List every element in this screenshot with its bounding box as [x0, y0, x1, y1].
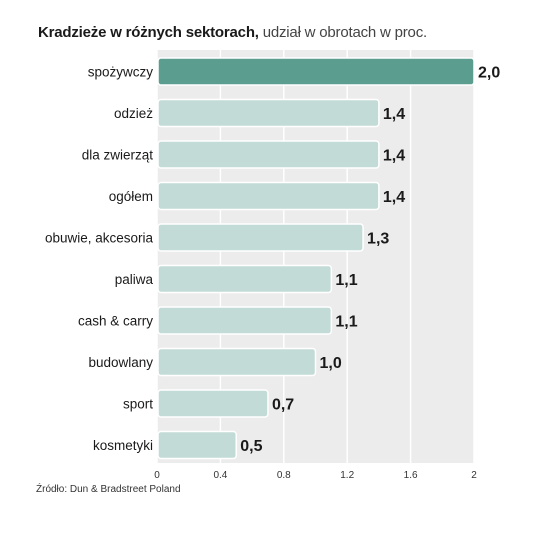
bar-2	[157, 140, 380, 169]
value-label-2: 1,4	[383, 148, 405, 165]
chart-title-subtitle: udział w obrotach w proc.	[258, 24, 427, 41]
bar-8	[157, 389, 269, 418]
category-label-6: cash & carry	[78, 314, 153, 329]
bar-7	[157, 347, 317, 377]
category-label-2: dla zwierząt	[82, 148, 154, 163]
value-label-4: 1,3	[367, 231, 389, 248]
chart-title-bold: Kradzieże w różnych sektorach,	[38, 24, 259, 41]
x-tick-label-0: 0	[154, 470, 160, 481]
bar-4	[157, 223, 364, 252]
value-label-5: 1,1	[335, 272, 357, 289]
value-label-3: 1,4	[383, 189, 405, 206]
category-label-4: obuwie, akcesoria	[45, 231, 154, 246]
x-tick-label-1: 0.4	[213, 470, 227, 481]
value-label-6: 1,1	[335, 314, 357, 331]
value-label-7: 1,0	[320, 355, 342, 372]
category-label-5: paliwa	[115, 272, 154, 287]
category-label-1: odzież	[114, 106, 153, 121]
bar-1	[157, 98, 380, 128]
category-label-9: kosmetyki	[93, 438, 153, 453]
chart-title: Kradzieże w różnych sektorach, udział w …	[38, 24, 427, 41]
bar-0	[157, 57, 475, 86]
x-tick-label-4: 1.6	[404, 470, 418, 481]
category-label-7: budowlany	[88, 355, 153, 370]
value-label-0: 2,0	[478, 65, 500, 82]
x-tick-label-3: 1.2	[340, 470, 354, 481]
bar-3	[157, 181, 380, 211]
bar-6	[157, 306, 333, 335]
value-label-8: 0,7	[272, 397, 294, 414]
category-label-8: sport	[123, 397, 153, 412]
bar-9	[157, 430, 237, 460]
value-label-9: 0,5	[240, 438, 262, 455]
bar-5	[157, 264, 333, 294]
category-label-0: spożywczy	[88, 65, 154, 80]
category-label-3: ogółem	[109, 189, 153, 204]
source-note: Źródło: Dun & Bradstreet Poland	[36, 484, 181, 495]
value-label-1: 1,4	[383, 106, 405, 123]
x-tick-label-5: 2	[471, 470, 477, 481]
x-tick-label-2: 0.8	[277, 470, 291, 481]
